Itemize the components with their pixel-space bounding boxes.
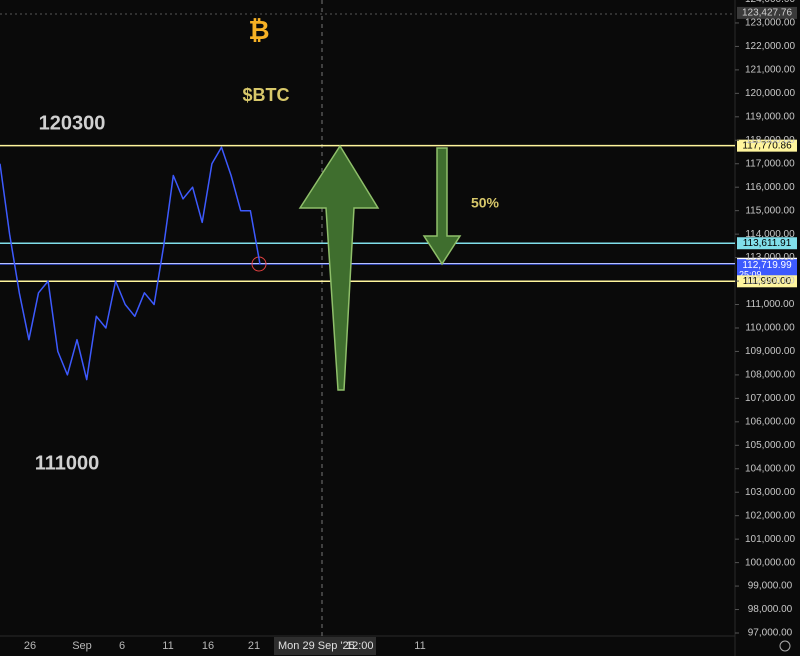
y-tick-label: 119,000.00 xyxy=(745,111,795,122)
annotation: 111000 xyxy=(35,452,100,474)
level-tag xyxy=(737,275,797,288)
y-tick-label: 123,000.00 xyxy=(745,18,795,29)
price-line xyxy=(0,146,261,381)
annotation: $BTC xyxy=(242,85,289,105)
level-label: 123,427.76 xyxy=(742,8,792,19)
crosshair-label-bg xyxy=(274,637,376,655)
level-tag xyxy=(737,139,797,152)
y-tick-label: 120,000.00 xyxy=(745,88,795,99)
y-tick-label: 121,000.00 xyxy=(745,65,795,76)
level-label: 117,770.86 xyxy=(742,140,792,151)
y-tick-label: 115,000.00 xyxy=(745,205,795,216)
y-tick-label: 107,000.00 xyxy=(745,393,795,404)
y-tick-label: 114,000.00 xyxy=(745,229,795,240)
y-tick-label: 124,000.00 xyxy=(745,0,795,5)
y-tick-label: 112,000.00 xyxy=(745,276,795,287)
y-tick-label: 103,000.00 xyxy=(745,487,795,498)
level-countdown: 25:09 xyxy=(739,270,762,280)
y-tick-label: 106,000.00 xyxy=(745,416,795,427)
y-tick-label: 113,000.00 xyxy=(745,252,795,263)
x-tick-label: 16 xyxy=(202,640,214,652)
level-tag xyxy=(737,237,797,250)
y-tick-label: 97,000.00 xyxy=(748,628,793,639)
y-tick-label: 116,000.00 xyxy=(745,182,795,193)
x-tick-label: 11 xyxy=(162,640,173,652)
y-tick-label: 104,000.00 xyxy=(745,463,795,474)
y-tick-label: 108,000.00 xyxy=(745,370,795,381)
annotation: 120300 xyxy=(39,112,106,134)
level-tag xyxy=(737,6,797,19)
level-label: 112,719.99 xyxy=(742,260,792,271)
down-arrow xyxy=(422,147,462,266)
y-tick-label: 118,000.00 xyxy=(745,135,795,146)
x-tick-label: 26 xyxy=(24,640,36,652)
y-tick-label: 111,000.00 xyxy=(746,299,795,310)
y-tick-label: 122,000.00 xyxy=(745,41,795,52)
x-tick-label: 11 xyxy=(414,640,425,652)
y-tick-label: 117,000.00 xyxy=(745,158,795,169)
y-tick-label: 109,000.00 xyxy=(745,346,795,357)
annotation: 50% xyxy=(471,195,500,211)
up-arrow xyxy=(298,144,380,391)
level-label: 111,990.00 xyxy=(743,276,792,287)
x-tick-label: 6 xyxy=(119,640,125,652)
y-tick-label: 98,000.00 xyxy=(748,604,793,615)
crosshair-time: 12:00 xyxy=(346,640,374,652)
y-tick-label: 100,000.00 xyxy=(745,557,795,568)
y-tick-label: 105,000.00 xyxy=(745,440,795,451)
settings-icon[interactable] xyxy=(779,640,791,652)
x-tick-label: Sep xyxy=(72,640,92,652)
y-tick-label: 110,000.00 xyxy=(745,323,795,334)
x-tick-label: 21 xyxy=(248,640,260,652)
crosshair-date: Mon 29 Sep '25 xyxy=(278,640,355,652)
level-label: 113,611.91 xyxy=(743,238,792,249)
y-tick-label: 101,000.00 xyxy=(745,534,795,545)
btc-icon: ₿ xyxy=(248,15,269,45)
y-tick-label: 102,000.00 xyxy=(745,510,795,521)
y-tick-label: 99,000.00 xyxy=(748,581,793,592)
